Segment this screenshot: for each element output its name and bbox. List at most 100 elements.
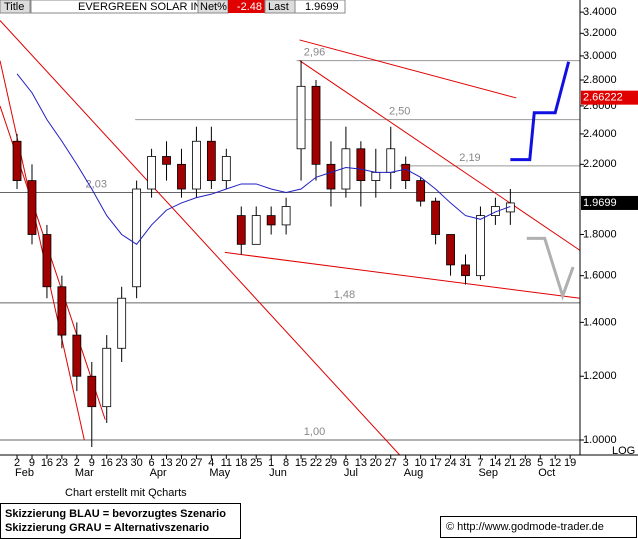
net-label: Net%: [200, 1, 227, 13]
x-tick-label: 8: [283, 457, 289, 469]
candle-body: [72, 334, 82, 377]
x-tick-label: 5: [537, 457, 543, 469]
x-tick-label: 27: [385, 457, 397, 469]
title-tab: [0, 0, 31, 14]
trend-line: [299, 60, 581, 251]
month-label: Apr: [150, 467, 167, 479]
level-label: 2,50: [389, 106, 410, 118]
log-label: LOG: [612, 445, 635, 457]
candle-body: [87, 375, 97, 408]
trend-line: [299, 39, 517, 99]
x-tick-label: 16: [41, 457, 53, 469]
y-tick-label: 2.2000: [583, 158, 617, 170]
x-tick-label: 21: [504, 457, 516, 469]
x-tick-label: 10: [415, 457, 427, 469]
level-label: 1,00: [304, 426, 325, 438]
candle-body: [476, 215, 485, 277]
x-tick-label: 20: [370, 457, 382, 469]
month-label: Sep: [478, 467, 498, 479]
y-tick-label: 3.4000: [583, 6, 617, 18]
month-label: Mar: [75, 467, 94, 479]
candle-body: [57, 286, 67, 336]
y-tick-label: 3.0000: [583, 50, 617, 62]
month-label: May: [209, 467, 230, 479]
net-box: [228, 0, 265, 13]
candle-body: [102, 347, 112, 408]
x-tick-label: 2: [14, 457, 20, 469]
x-tick-label: 13: [160, 457, 172, 469]
x-tick-label: 23: [116, 457, 128, 469]
y-tick-label: 1.0000: [583, 434, 617, 446]
candle-body: [416, 180, 426, 202]
candle-body: [356, 148, 366, 181]
trend-line: [0, 60, 85, 441]
x-tick-label: 17: [429, 457, 441, 469]
net-value: -2.48: [237, 1, 262, 13]
x-tick-label: 29: [325, 457, 337, 469]
x-tick-label: 14: [489, 457, 501, 469]
candle-body: [461, 264, 470, 277]
y-tick-label: 1.8000: [583, 228, 617, 240]
level-label: 1,48: [334, 289, 355, 301]
y-tick-label: 2.8000: [583, 74, 617, 86]
price-marker: 2.66222: [583, 92, 623, 104]
candle-body: [431, 200, 440, 235]
candle-body: [236, 215, 246, 245]
x-tick-label: 25: [250, 457, 262, 469]
x-tick-label: 24: [444, 457, 456, 469]
candle-body: [401, 163, 411, 181]
last-price: 1.9699: [583, 197, 617, 209]
x-tick-label: 15: [295, 457, 307, 469]
legend-gray: Skizzierung GRAU = Alternativszenario: [5, 522, 209, 534]
x-tick-label: 12: [549, 457, 561, 469]
source: © http://www.godmode-trader.de: [446, 521, 604, 533]
x-tick-label: 2: [74, 457, 80, 469]
trend-line: [224, 251, 581, 299]
scenario-path: [510, 61, 571, 162]
credit: Chart erstellt mit Qcharts: [65, 487, 187, 499]
last-box: [294, 0, 346, 14]
candle-body: [162, 156, 171, 165]
month-label: Jun: [269, 467, 287, 479]
candle-body: [192, 140, 201, 190]
x-tick-label: 18: [235, 457, 247, 469]
x-tick-label: 28: [519, 457, 531, 469]
candle-body: [132, 188, 142, 288]
legend-box: [0, 503, 241, 539]
x-tick-label: 13: [355, 457, 367, 469]
candle-body: [281, 206, 291, 226]
candle-body: [446, 234, 455, 266]
candle-body: [206, 140, 216, 181]
x-tick-label: 16: [101, 457, 113, 469]
candle-body: [12, 140, 22, 181]
candle-body: [42, 234, 52, 288]
legend-blue: Skizzierung BLAU = bevorzugtes Szenario: [5, 508, 226, 520]
y-tick-label: 1.4000: [583, 316, 617, 328]
candle-body: [371, 171, 381, 181]
x-tick-label: 19: [564, 457, 576, 469]
price-marker-box: [581, 90, 638, 105]
y-tick-label: 2.4000: [583, 128, 617, 140]
x-tick-label: 11: [221, 457, 232, 469]
x-tick-label: 20: [175, 457, 187, 469]
candle-body: [251, 215, 261, 245]
candle-body: [490, 206, 500, 216]
candle-body: [27, 180, 37, 235]
x-tick-label: 23: [56, 457, 68, 469]
level-label: 2,96: [304, 46, 325, 58]
x-tick-label: 6: [149, 457, 155, 469]
title-tab-text: Title: [4, 1, 24, 13]
y-tick-label: 3.2000: [583, 27, 617, 39]
moving-average: [16, 73, 511, 246]
x-tick-label: 22: [310, 457, 322, 469]
x-tick-label: 30: [131, 457, 143, 469]
x-tick-label: 27: [190, 457, 202, 469]
x-tick-label: 9: [89, 457, 95, 469]
scenario-path: [526, 236, 575, 301]
candle-body: [147, 156, 156, 190]
candle-body: [296, 85, 306, 150]
last-price-box: [581, 195, 638, 210]
trend-line: [0, 20, 401, 456]
